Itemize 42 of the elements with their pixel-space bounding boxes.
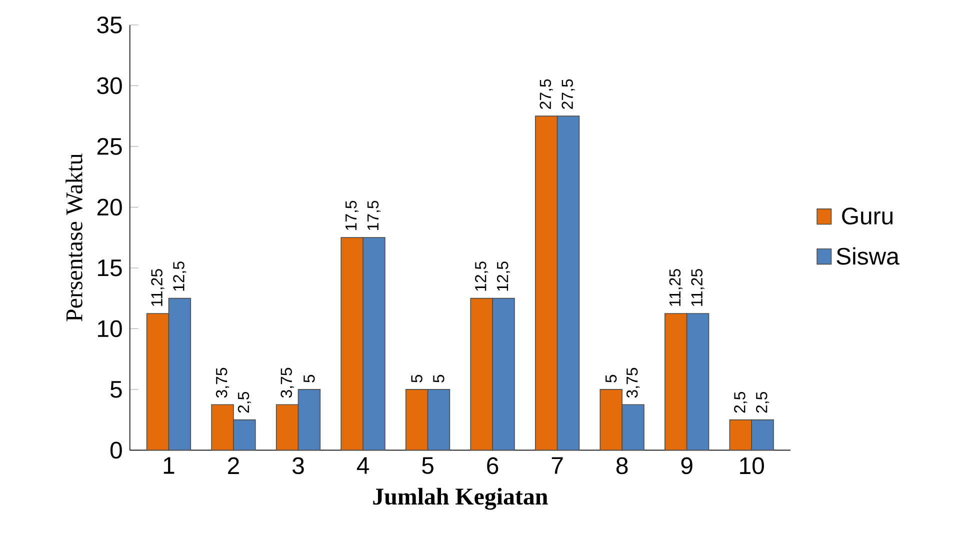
x-tick-label: 1 [164,457,174,474]
data-label: 2,5 [238,392,252,413]
x-tick-label: 2 [228,457,239,474]
x-tick-label: 8 [616,457,628,474]
data-label: 2,5 [756,392,770,413]
data-label: 3,75 [626,368,640,398]
y-tick-label: 30 [97,77,122,94]
data-label: 3,75 [216,368,230,398]
legend-label: Guru [842,208,893,224]
data-label: 27,5 [540,79,553,109]
y-tick-label: 15 [98,260,122,276]
x-tick-label: 5 [422,457,434,474]
data-label: 11,25 [669,269,682,306]
data-label: 27,5 [562,79,575,109]
data-label: 5 [606,374,617,382]
data-label: 3,75 [280,368,294,398]
data-label: 12,5 [173,262,186,291]
data-label: 11,25 [691,269,704,306]
x-tick-label: 6 [487,457,498,474]
data-label: 5 [411,374,422,382]
data-label: 2,5 [734,392,748,413]
y-axis-title: Persentase Waktu [66,154,83,322]
x-tick-label: 3 [292,457,304,474]
x-axis-title: Jumlah Kegiatan [373,488,548,510]
data-label: 12,5 [496,262,510,291]
data-label: 5 [433,374,444,382]
data-label: 17,5 [346,200,359,230]
y-tick-label: 20 [97,198,122,216]
data-label: 12,5 [475,262,488,291]
legend-label: Siswa [836,247,900,265]
y-tick-label: 25 [97,138,122,155]
x-tick-label: 4 [356,457,369,474]
x-tick-label: 10 [740,457,764,474]
data-label: 5 [304,374,315,382]
y-tick-label: 5 [110,381,122,398]
data-label: 17,5 [367,200,380,230]
x-tick-label: 9 [681,457,692,474]
x-tick-label: 7 [552,457,563,474]
y-tick-label: 10 [98,320,122,338]
data-label: 11,25 [151,269,164,306]
y-tick-label: 35 [97,16,122,34]
y-tick-label: 0 [110,442,122,459]
